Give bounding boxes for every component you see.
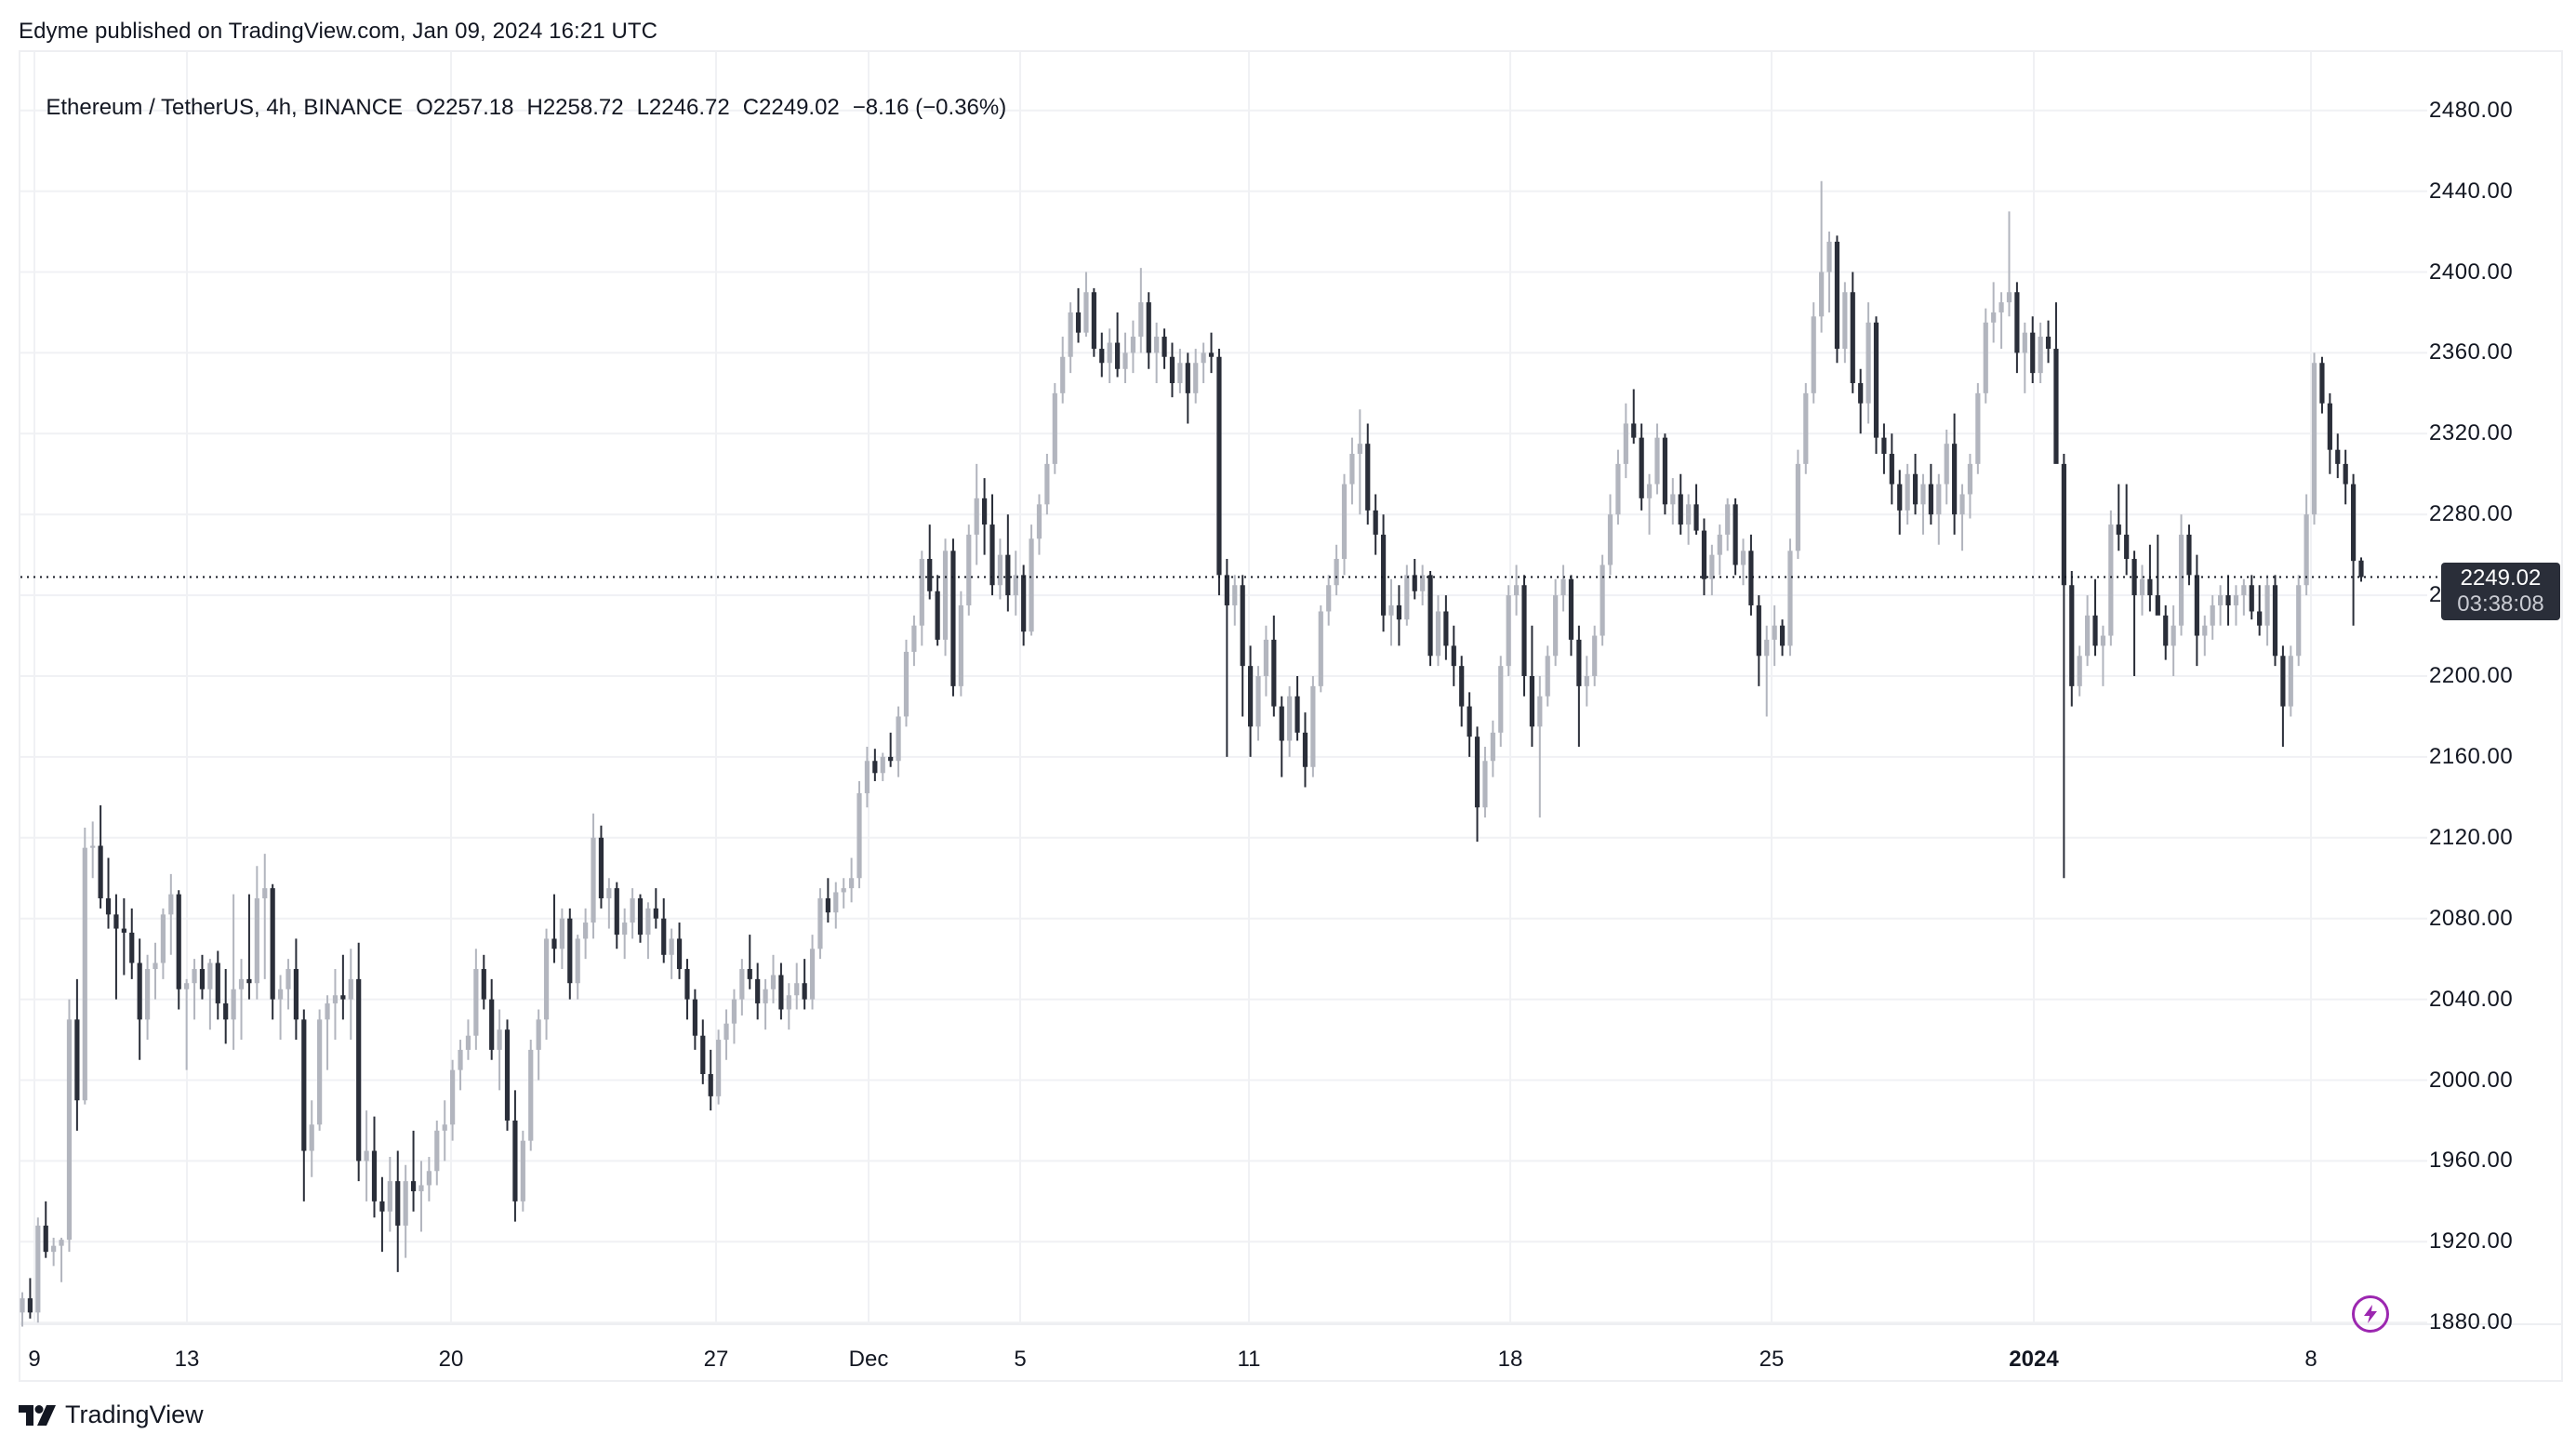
time-tick-label: 11 (1237, 1347, 1261, 1372)
last-price-value: 2249.02 (2460, 564, 2542, 591)
bar-countdown: 03:38:08 (2457, 591, 2544, 617)
brand-name: TradingView (65, 1401, 204, 1428)
ohlc-change: −8.16 (−0.36%) (852, 95, 1007, 120)
ohlc-close: C2249.02 (742, 95, 840, 120)
price-tick-label: 2480.00 (2429, 97, 2514, 123)
price-tick-label: 2200.00 (2429, 663, 2514, 688)
bolt-glyph-icon (2364, 1305, 2377, 1323)
tradingview-footer[interactable]: TradingView (19, 1401, 204, 1429)
symbol-name[interactable]: Ethereum / TetherUS, 4h, BINANCE (46, 95, 404, 120)
price-tick-label: 2160.00 (2429, 743, 2514, 769)
time-tick-label: 20 (438, 1347, 464, 1372)
lightning-icon[interactable] (2352, 1295, 2389, 1333)
price-tick-label: 2000.00 (2429, 1067, 2514, 1093)
grid-lines (20, 52, 2561, 1325)
ohlc-low: L2246.72 (636, 95, 730, 120)
time-tick-label: 5 (1014, 1347, 1027, 1372)
last-price-tag: 2249.02 03:38:08 (2441, 562, 2560, 620)
candles (20, 180, 2364, 1327)
price-tick-label: 1920.00 (2429, 1228, 2514, 1255)
time-tick-label: 8 (2304, 1347, 2317, 1372)
price-tick-label: 2320.00 (2429, 420, 2514, 446)
time-tick-label: 25 (1759, 1347, 1785, 1372)
price-tick-label: 2280.00 (2429, 501, 2514, 527)
time-tick-label: Dec (848, 1347, 889, 1372)
time-tick-label: 27 (703, 1347, 729, 1372)
time-tick-label: 2024 (2009, 1347, 2059, 1372)
price-tick-label: 1880.00 (2429, 1309, 2514, 1335)
price-tick-label: 2440.00 (2429, 178, 2514, 204)
price-tick-label: 2040.00 (2429, 986, 2514, 1012)
price-tick-label: 2400.00 (2429, 259, 2514, 285)
ohlc-high: H2258.72 (526, 95, 624, 120)
time-tick-label: 9 (28, 1347, 41, 1372)
price-tick-label: 1960.00 (2429, 1148, 2514, 1174)
symbol-legend[interactable]: Ethereum / TetherUS, 4h, BINANCE O2257.18… (33, 69, 1019, 121)
ohlc-open: O2257.18 (416, 95, 514, 120)
time-tick-label: 18 (1497, 1347, 1523, 1372)
published-by-line: Edyme published on TradingView.com, Jan … (19, 19, 658, 44)
price-tick-label: 2360.00 (2429, 339, 2514, 365)
time-tick-label: 13 (174, 1347, 200, 1372)
tradingview-logo-icon (19, 1404, 56, 1426)
price-tick-label: 2080.00 (2429, 905, 2514, 931)
price-tick-label: 2120.00 (2429, 824, 2514, 850)
